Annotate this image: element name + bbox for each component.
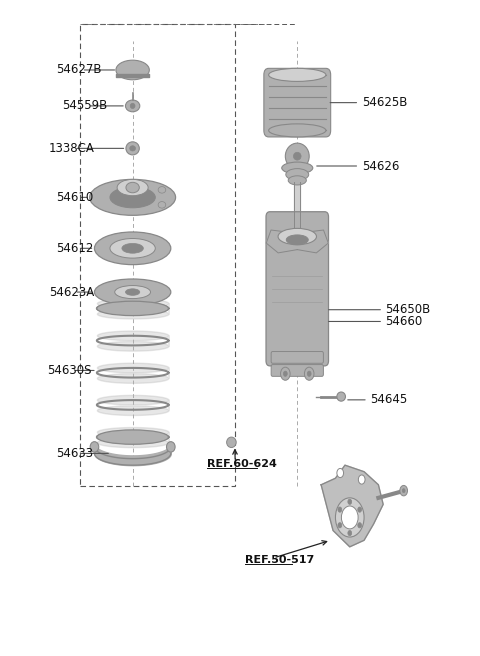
Ellipse shape: [227, 437, 236, 447]
Text: 54610: 54610: [56, 191, 94, 204]
Ellipse shape: [402, 489, 405, 493]
Text: 54660: 54660: [385, 315, 423, 328]
Ellipse shape: [122, 243, 144, 253]
Ellipse shape: [110, 187, 156, 208]
Ellipse shape: [358, 507, 361, 512]
Bar: [80, 24, 235, 486]
Ellipse shape: [341, 506, 358, 529]
Ellipse shape: [281, 367, 290, 380]
Ellipse shape: [97, 301, 168, 316]
Ellipse shape: [115, 285, 151, 298]
Ellipse shape: [358, 523, 361, 528]
Ellipse shape: [269, 124, 326, 137]
Ellipse shape: [116, 60, 149, 80]
Text: 54627B: 54627B: [56, 64, 102, 77]
Ellipse shape: [125, 289, 140, 295]
Ellipse shape: [336, 498, 364, 537]
Ellipse shape: [97, 430, 168, 444]
Polygon shape: [266, 230, 297, 253]
Text: 54650B: 54650B: [385, 303, 431, 316]
Ellipse shape: [307, 371, 311, 377]
Ellipse shape: [95, 279, 171, 305]
Ellipse shape: [288, 176, 306, 185]
Ellipse shape: [130, 146, 135, 151]
Ellipse shape: [285, 143, 309, 169]
Ellipse shape: [286, 169, 309, 180]
Ellipse shape: [293, 152, 301, 160]
Ellipse shape: [278, 228, 316, 245]
Ellipse shape: [337, 392, 346, 401]
Ellipse shape: [167, 441, 175, 452]
Ellipse shape: [269, 68, 326, 81]
Ellipse shape: [126, 182, 139, 193]
Ellipse shape: [117, 179, 148, 195]
Ellipse shape: [126, 142, 139, 155]
Ellipse shape: [338, 523, 342, 528]
Ellipse shape: [304, 367, 314, 380]
Ellipse shape: [90, 441, 99, 452]
Text: 54559B: 54559B: [62, 100, 108, 112]
Ellipse shape: [130, 103, 135, 108]
Ellipse shape: [95, 232, 171, 264]
Polygon shape: [297, 230, 328, 253]
Ellipse shape: [348, 531, 352, 536]
Ellipse shape: [110, 239, 156, 258]
Text: 54625B: 54625B: [362, 96, 407, 109]
Text: 54623A: 54623A: [49, 285, 95, 298]
Ellipse shape: [400, 485, 408, 496]
Ellipse shape: [158, 186, 166, 193]
Text: REF.50-517: REF.50-517: [245, 555, 314, 565]
Text: 54626: 54626: [362, 159, 399, 173]
Text: 54612: 54612: [56, 242, 94, 255]
FancyBboxPatch shape: [271, 365, 324, 377]
Ellipse shape: [359, 475, 365, 484]
FancyBboxPatch shape: [266, 212, 328, 366]
Text: 54645: 54645: [370, 394, 408, 406]
Text: 1338CA: 1338CA: [49, 142, 95, 155]
Polygon shape: [321, 465, 383, 547]
Ellipse shape: [283, 371, 287, 377]
Ellipse shape: [90, 179, 176, 215]
Ellipse shape: [158, 201, 166, 208]
Text: 54630S: 54630S: [47, 364, 91, 377]
Text: 54633: 54633: [56, 447, 94, 460]
FancyBboxPatch shape: [264, 68, 331, 137]
Ellipse shape: [337, 468, 344, 478]
Ellipse shape: [338, 507, 342, 512]
Text: REF.60-624: REF.60-624: [206, 459, 276, 469]
Ellipse shape: [282, 162, 313, 174]
Ellipse shape: [348, 499, 352, 504]
FancyBboxPatch shape: [271, 352, 324, 363]
Ellipse shape: [286, 235, 308, 245]
Ellipse shape: [125, 100, 140, 112]
